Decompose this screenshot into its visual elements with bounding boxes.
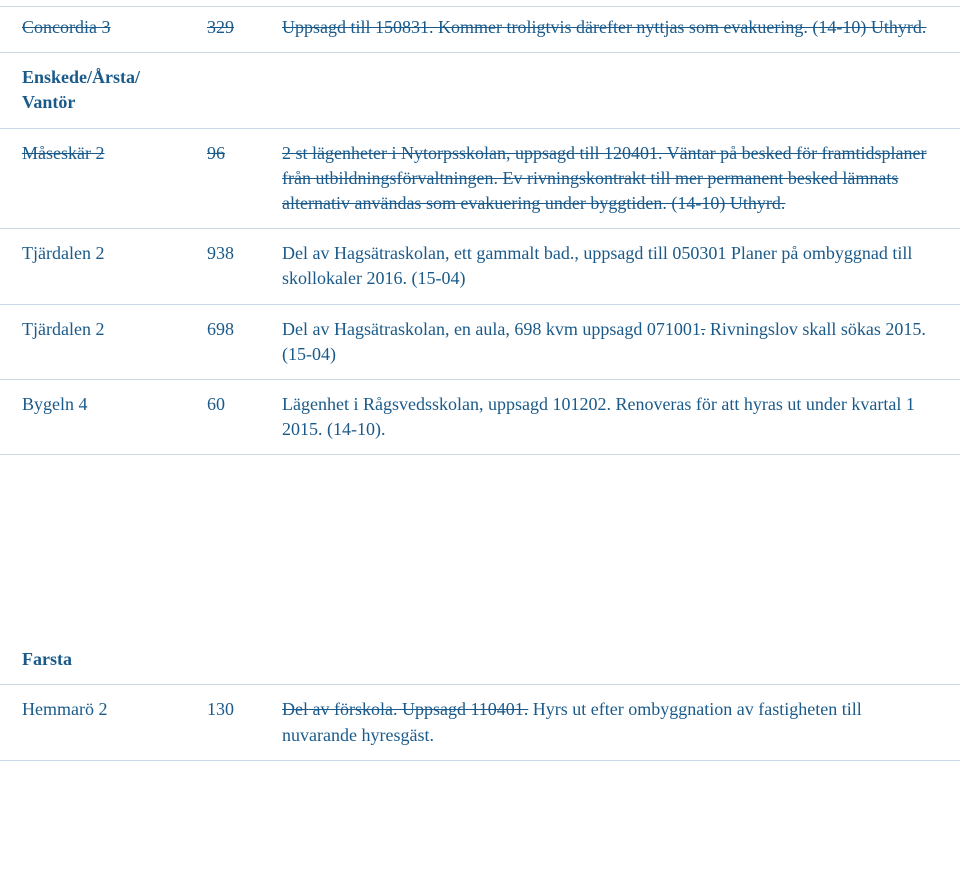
cell-desc: Lägenhet i Rågsvedsskolan, uppsagd 10120… [282,392,938,442]
divider [0,379,960,380]
cell-name: Tjärdalen 2 [22,241,207,291]
divider [0,684,960,685]
cell-name: Hemmarö 2 [22,697,207,747]
cell-desc: 2 st lägenheter i Nytorpsskolan, uppsagd… [282,141,938,217]
cell-num: 130 [207,697,282,747]
row-enskede-heading: Enskede/Årsta/ Vantör [0,57,960,123]
section-heading: Farsta [22,647,207,672]
cell-name: Tjärdalen 2 [22,317,207,367]
section-heading: Enskede/Årsta/ Vantör [22,65,207,115]
cell-num: 329 [207,15,282,40]
cell-name: Concordia 3 [22,15,207,40]
section-spacer [0,459,960,639]
desc-part: Del av Hagsätraskolan, en aula, 698 kvm … [282,319,701,339]
cell-num: 60 [207,392,282,442]
cell-desc: Del av förskola. Uppsagd 110401. Hyrs ut… [282,697,938,747]
row-maseskar: Måseskär 2 96 2 st lägenheter i Nytorpss… [0,133,960,225]
cell-num: 96 [207,141,282,217]
cell-desc [282,65,938,115]
cell-num: 698 [207,317,282,367]
row-concordia: Concordia 3 329 Uppsagd till 150831. Kom… [0,7,960,48]
divider [0,760,960,761]
divider [0,52,960,53]
cell-desc: Del av Hagsätraskolan, ett gammalt bad.,… [282,241,938,291]
cell-num: 938 [207,241,282,291]
divider [0,128,960,129]
divider [0,304,960,305]
cell-num [207,647,282,672]
row-tjardalen-2: Tjärdalen 2 698 Del av Hagsätraskolan, e… [0,309,960,375]
desc-strike: Del av förskola. Uppsagd 110401. [282,699,528,719]
row-tjardalen-1: Tjärdalen 2 938 Del av Hagsätraskolan, e… [0,233,960,299]
cell-name: Måseskär 2 [22,141,207,217]
cell-desc: Del av Hagsätraskolan, en aula, 698 kvm … [282,317,938,367]
row-farsta-heading: Farsta [0,639,960,680]
cell-num [207,65,282,115]
divider [0,454,960,455]
row-hemmaro: Hemmarö 2 130 Del av förskola. Uppsagd 1… [0,689,960,755]
row-bygeln: Bygeln 4 60 Lägenhet i Rågsvedsskolan, u… [0,384,960,450]
cell-desc: Uppsagd till 150831. Kommer troligtvis d… [282,15,938,40]
cell-desc [282,647,938,672]
cell-name: Bygeln 4 [22,392,207,442]
divider [0,228,960,229]
